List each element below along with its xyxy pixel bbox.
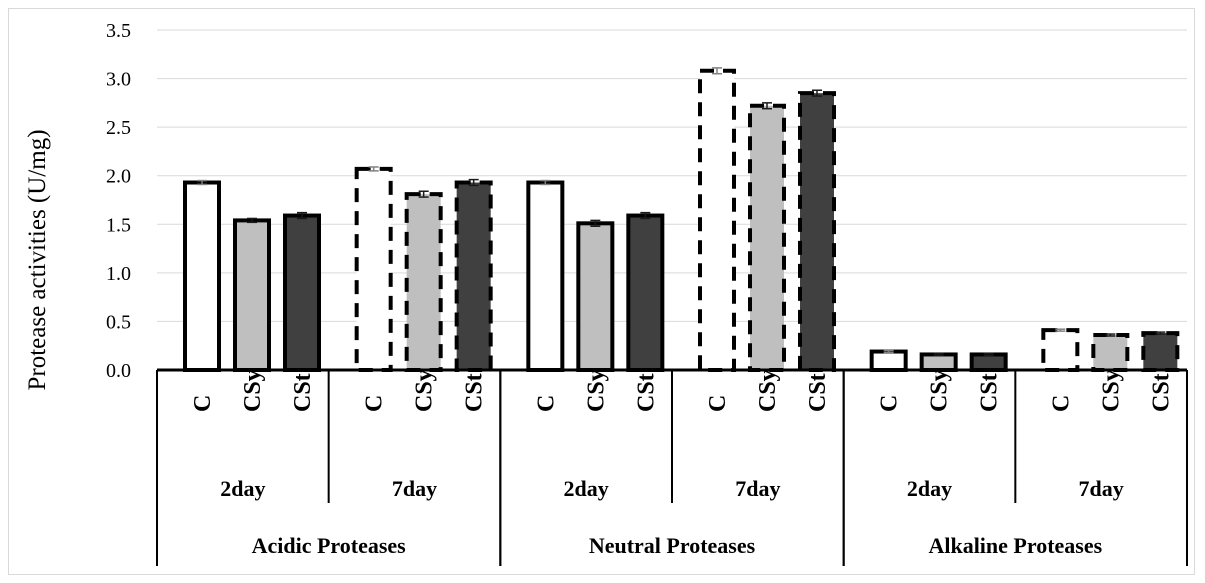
category-label: CSt xyxy=(805,373,831,412)
category-label: CSy xyxy=(412,369,438,412)
category-label: CSt xyxy=(633,373,659,412)
bar-alkaline-2day-c xyxy=(872,352,906,370)
bar-alkaline-7day-csy xyxy=(1093,335,1127,370)
bar-alkaline-7day-c xyxy=(1043,330,1077,370)
bar-alkaline-2day-cst xyxy=(972,354,1006,370)
bar-neutral-7day-csy xyxy=(750,106,784,370)
y-tick-label: 3.0 xyxy=(106,69,131,91)
category-label: C xyxy=(705,395,731,412)
y-tick-label: 2.0 xyxy=(106,166,131,188)
y-tick-label: 0.0 xyxy=(106,360,131,382)
group-label: Alkaline Proteases xyxy=(928,533,1102,558)
day-label: 2day xyxy=(564,476,609,501)
bar-neutral-2day-cst xyxy=(628,216,662,370)
y-axis-label: Protease activities (U/mg) xyxy=(24,129,51,390)
category-label: CSy xyxy=(1098,369,1124,412)
y-tick-label: 1.0 xyxy=(106,263,131,285)
bar-alkaline-7day-cst xyxy=(1143,333,1177,370)
y-tick-label: 1.5 xyxy=(106,214,131,236)
y-tick-label: 0.5 xyxy=(106,311,131,333)
day-label: 2day xyxy=(907,476,952,501)
category-label: C xyxy=(190,395,216,412)
bar-acidic-7day-c xyxy=(357,169,391,370)
bar-acidic-2day-csy xyxy=(235,220,269,370)
category-label: C xyxy=(362,395,388,412)
category-label: CSt xyxy=(977,373,1003,412)
day-label: 7day xyxy=(1079,476,1124,501)
bar-neutral-7day-c xyxy=(700,71,734,370)
category-label: C xyxy=(533,395,559,412)
bar-neutral-2day-csy xyxy=(578,223,612,370)
group-label: Neutral Proteases xyxy=(589,533,756,558)
category-label: CSt xyxy=(1148,373,1174,412)
bar-acidic-2day-cst xyxy=(285,216,319,370)
bar-neutral-2day-c xyxy=(528,183,562,370)
category-label: CSy xyxy=(927,369,953,412)
day-label: 2day xyxy=(220,476,265,501)
bar-acidic-2day-c xyxy=(185,183,219,370)
day-label: 7day xyxy=(735,476,780,501)
bar-acidic-7day-csy xyxy=(407,194,441,370)
category-label: CSy xyxy=(240,369,266,412)
category-label: CSt xyxy=(290,373,316,412)
category-label: CSy xyxy=(583,369,609,412)
y-tick-label: 2.5 xyxy=(106,117,131,139)
category-label: C xyxy=(1048,395,1074,412)
group-label: Acidic Proteases xyxy=(252,533,407,558)
category-label: CSy xyxy=(755,369,781,412)
bar-acidic-7day-cst xyxy=(457,183,491,370)
category-label: C xyxy=(877,395,903,412)
day-label: 7day xyxy=(392,476,437,501)
bar-alkaline-2day-csy xyxy=(922,354,956,370)
category-label: CSt xyxy=(462,373,488,412)
y-tick-label: 3.5 xyxy=(106,20,131,42)
bar-neutral-7day-cst xyxy=(800,93,834,370)
